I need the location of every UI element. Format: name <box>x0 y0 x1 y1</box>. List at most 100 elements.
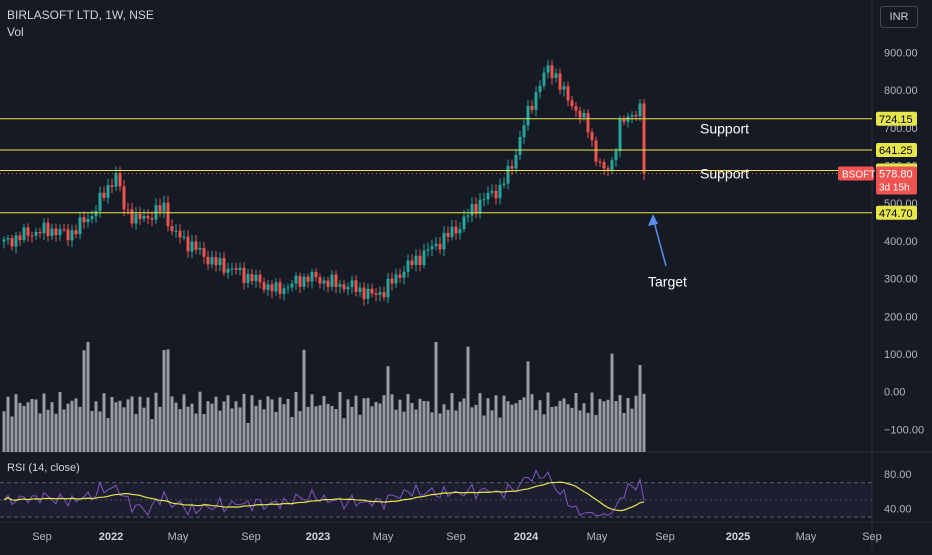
candle-body <box>418 255 422 266</box>
candle-body <box>102 192 106 198</box>
candle-body <box>198 248 202 250</box>
volume-bar <box>274 411 278 452</box>
candle-body <box>574 106 578 111</box>
candle-body <box>322 280 326 284</box>
candle-body <box>50 228 54 236</box>
volume-bar <box>54 413 58 452</box>
candle-body <box>354 280 358 292</box>
volume-bar <box>574 392 578 452</box>
volume-bar <box>530 394 534 452</box>
candle-body <box>498 184 502 199</box>
candle-body <box>126 209 130 211</box>
target-arrow-head <box>648 214 658 226</box>
volume-bar <box>542 414 546 452</box>
volume-bar <box>498 417 502 452</box>
volume-bar <box>226 395 230 452</box>
volume-bar <box>46 409 50 452</box>
candle-body <box>122 186 126 210</box>
volume-bar <box>78 406 82 452</box>
candle-body <box>398 274 402 278</box>
volume-bar <box>642 393 646 452</box>
candle-body <box>94 211 98 217</box>
volume-bar <box>330 405 334 452</box>
candle-body <box>142 215 146 219</box>
candle-body <box>214 257 218 266</box>
candle-body <box>22 227 26 241</box>
candle-body <box>438 243 442 250</box>
candle-body <box>226 268 230 273</box>
volume-bar <box>446 409 450 452</box>
volume-bar <box>606 399 610 452</box>
level-tag <box>876 142 917 157</box>
volume-bar <box>234 401 238 452</box>
volume-bar <box>522 397 526 452</box>
volume-bar <box>2 411 6 452</box>
candle-body <box>386 278 390 298</box>
candle-body <box>622 119 626 122</box>
volume-bar <box>366 397 370 452</box>
volume-bar <box>270 399 274 452</box>
volume-bar <box>14 394 18 452</box>
volume-bar <box>538 400 542 452</box>
volume-bar <box>182 394 186 452</box>
candle-body <box>602 162 606 169</box>
candle-body <box>474 204 478 214</box>
volume-bar <box>74 398 78 452</box>
candle-body <box>274 282 278 292</box>
volume-bar <box>278 397 282 452</box>
candle-body <box>630 115 634 117</box>
candle-body <box>466 215 470 217</box>
rsi-line <box>3 469 645 517</box>
candle-body <box>106 185 110 198</box>
candle-body <box>266 284 270 290</box>
candle-body <box>206 256 210 265</box>
candle-body <box>382 292 386 298</box>
volume-bar <box>70 400 74 452</box>
candle-body <box>570 100 574 107</box>
level-label: 724.15 <box>879 114 913 126</box>
volume-bar <box>266 396 270 452</box>
volume-bar <box>206 401 210 452</box>
candle-body <box>118 172 122 187</box>
candle-body <box>426 249 430 251</box>
volume-bar <box>490 410 494 452</box>
candle-body <box>538 85 542 93</box>
volume-bar <box>126 399 130 452</box>
volume-bar <box>534 410 538 452</box>
price-axis-tick: −100.00 <box>884 424 924 436</box>
volume-bar <box>590 392 594 452</box>
candle-body <box>194 241 198 250</box>
volume-bar <box>310 394 314 452</box>
candle-body <box>14 235 18 247</box>
volume-bar <box>502 395 506 452</box>
candle-body <box>146 215 150 219</box>
volume-bar <box>306 406 310 452</box>
time-axis-label: Sep <box>241 531 261 543</box>
candle-body <box>430 246 434 250</box>
candle-body <box>578 110 582 118</box>
candle-body <box>134 213 138 224</box>
candle-body <box>18 235 22 241</box>
candle-body <box>130 209 134 224</box>
candle-body <box>546 65 550 73</box>
volume-bar <box>510 404 514 452</box>
currency-button[interactable]: INR <box>880 6 918 28</box>
volume-bar <box>426 401 430 452</box>
volume-bar <box>6 396 10 452</box>
volume-bar <box>290 416 294 452</box>
candle-body <box>234 268 238 271</box>
volume-bar <box>614 401 618 452</box>
candle-body <box>26 227 30 236</box>
candle-body <box>42 222 46 234</box>
volume-bar <box>66 403 70 452</box>
volume-bar <box>322 396 326 452</box>
time-axis-label: 2022 <box>99 531 123 543</box>
target-arrow <box>652 217 667 267</box>
candle-body <box>270 284 274 292</box>
candle-body <box>138 213 142 219</box>
volume-bar <box>50 402 54 452</box>
volume-bar <box>242 393 246 452</box>
candle-body <box>410 260 414 265</box>
